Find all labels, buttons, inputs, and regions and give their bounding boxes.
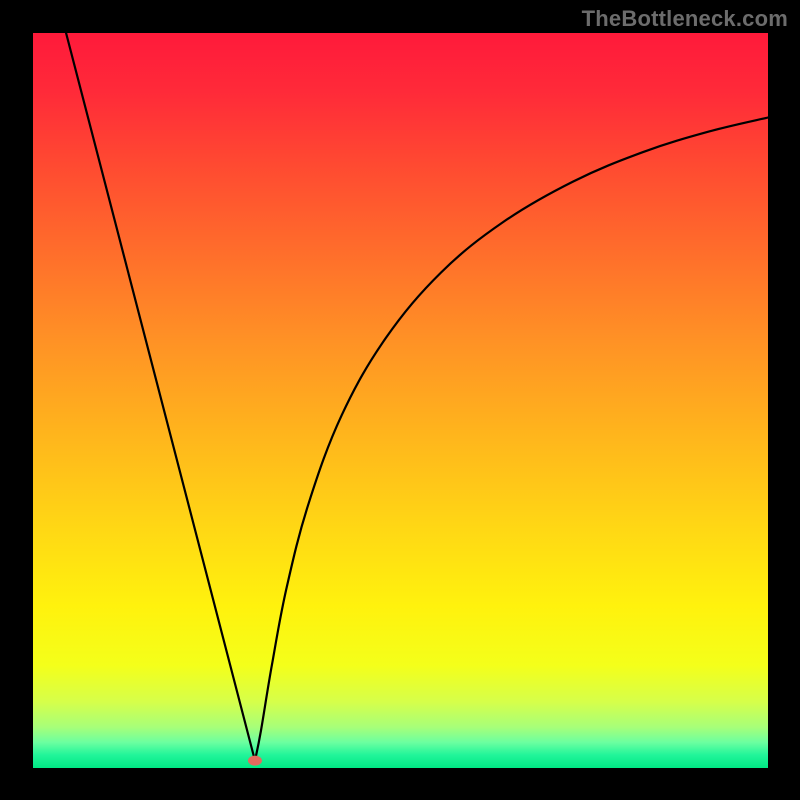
chart-stage: TheBottleneck.com [0,0,800,800]
minimum-marker [248,756,262,766]
watermark-text: TheBottleneck.com [582,6,788,32]
chart-svg-layer [33,33,768,768]
chart-plot-area [33,33,768,768]
chart-background-rect [33,33,768,768]
